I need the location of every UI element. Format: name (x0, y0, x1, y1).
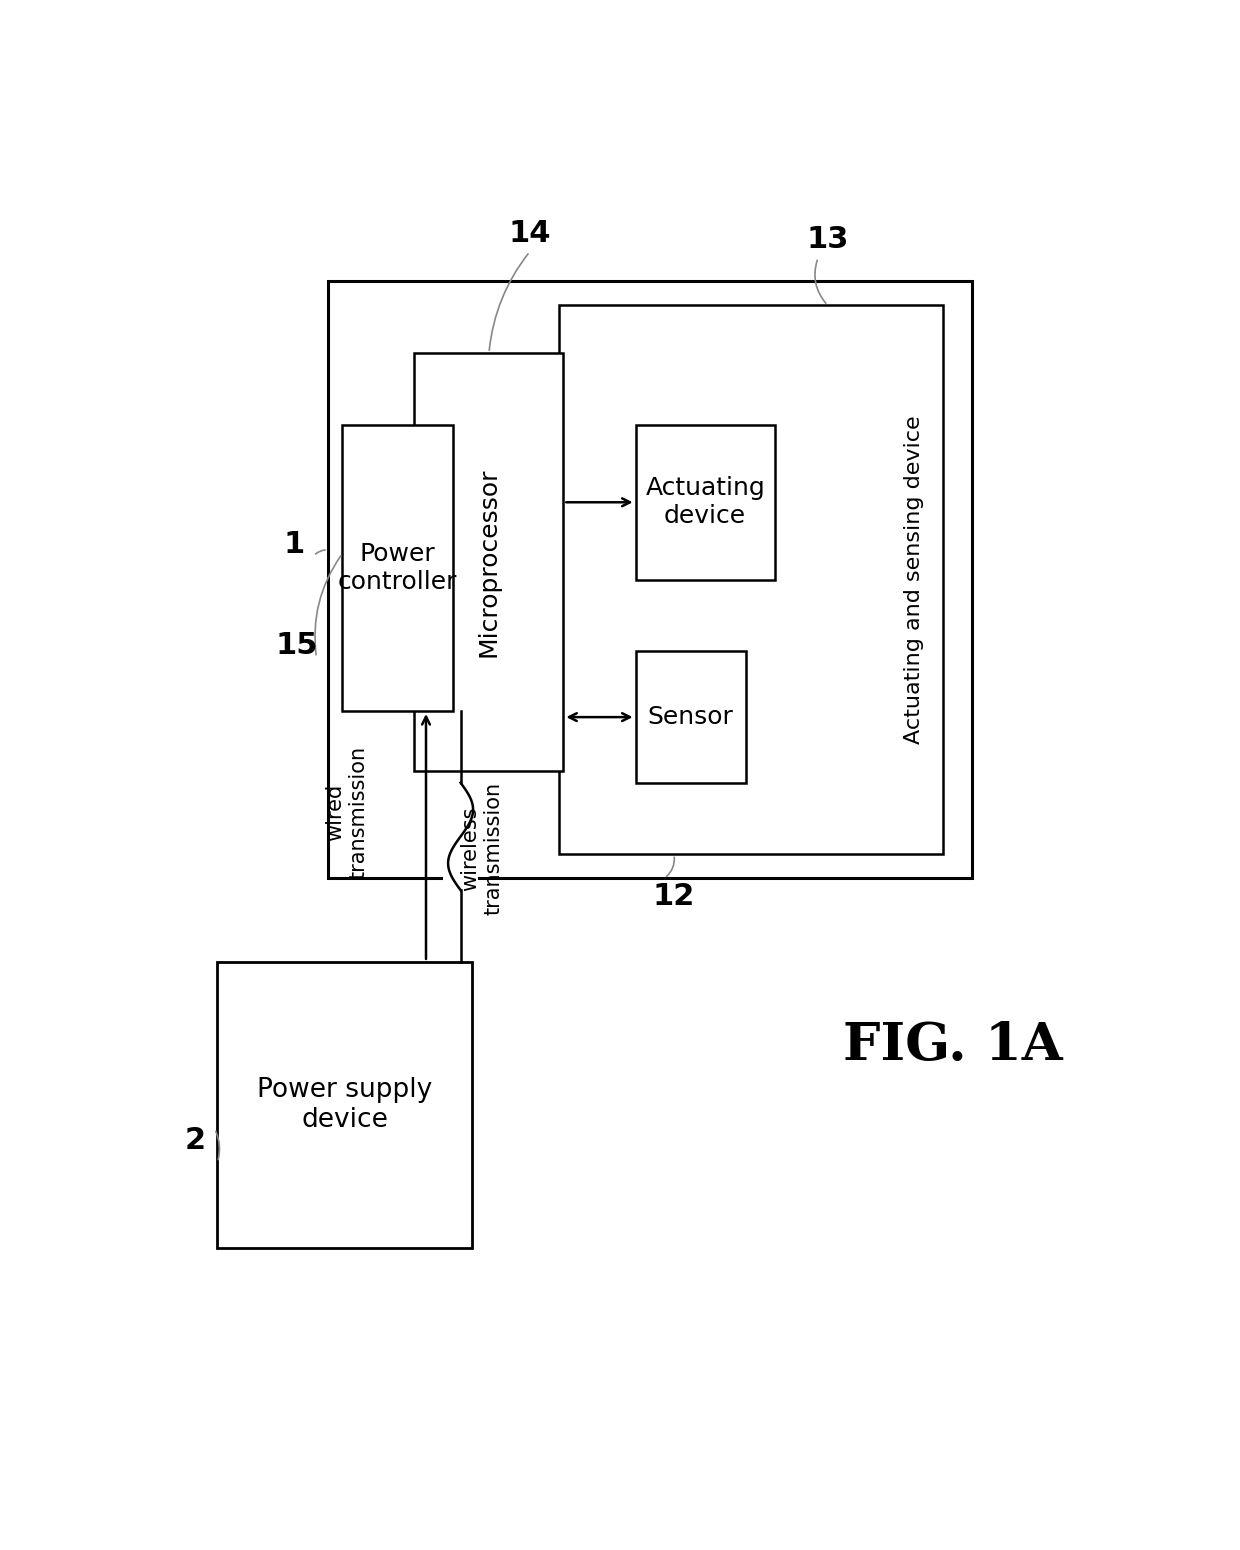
Text: Sensor: Sensor (647, 705, 734, 728)
Text: 1: 1 (284, 530, 305, 558)
Bar (342, 425, 453, 711)
Text: FIG. 1A: FIG. 1A (843, 1020, 1063, 1071)
Text: 2: 2 (185, 1127, 206, 1155)
Bar (558, 305, 944, 854)
Text: 13: 13 (806, 225, 849, 254)
Bar (635, 651, 746, 783)
Text: Power
controller: Power controller (339, 542, 458, 594)
Text: Actuating
device: Actuating device (645, 476, 765, 529)
Text: Actuating and sensing device: Actuating and sensing device (904, 415, 924, 744)
Text: 14: 14 (508, 219, 551, 248)
Bar (635, 425, 775, 580)
Text: 15: 15 (277, 631, 319, 660)
Text: Power supply
device: Power supply device (257, 1077, 433, 1133)
Bar (414, 353, 563, 770)
Text: 12: 12 (652, 882, 696, 911)
Bar (327, 282, 972, 879)
Text: Microprocessor: Microprocessor (477, 467, 501, 657)
Text: wireless
transmission: wireless transmission (460, 781, 503, 914)
Text: wired
transmission: wired transmission (326, 746, 368, 879)
Bar (217, 961, 472, 1248)
